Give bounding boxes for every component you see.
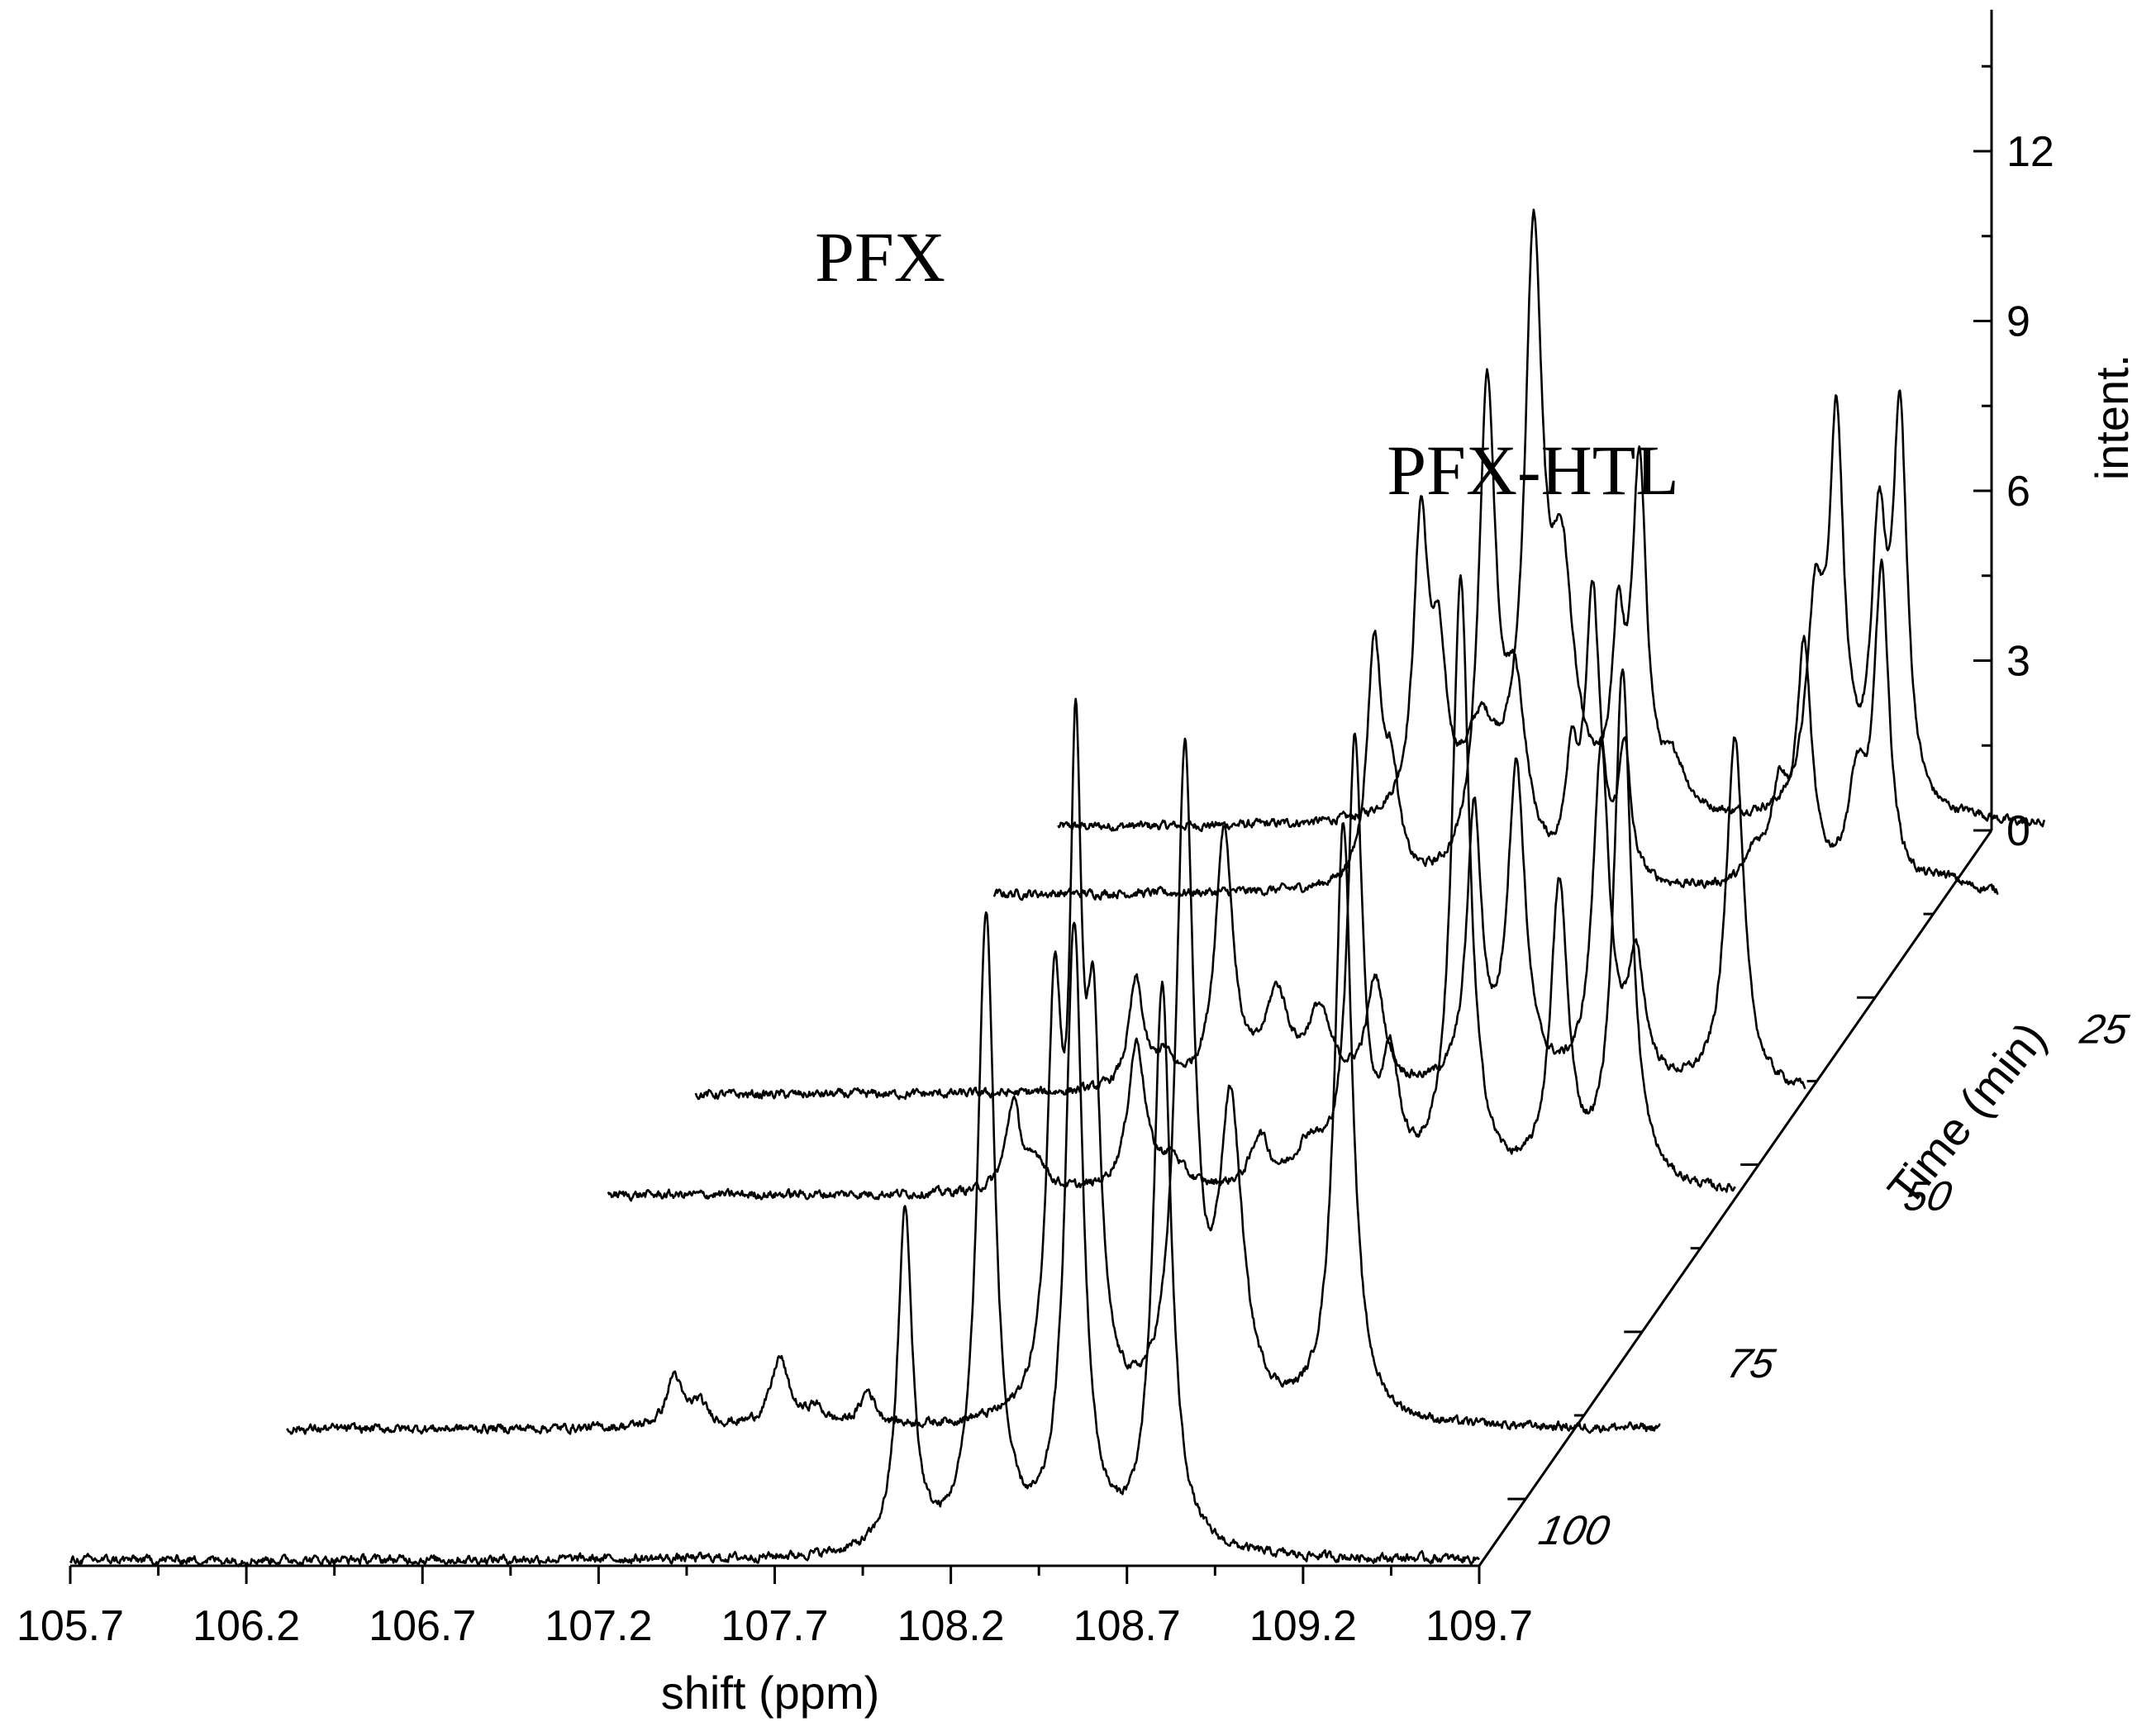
spectrum-line-t0	[1057, 208, 2046, 833]
z-tick-label: 75	[1723, 1339, 1779, 1386]
spectrum-line-t110	[69, 911, 1481, 1567]
x-tick-label: 105.7	[17, 1602, 124, 1650]
spectrum-line-t90	[285, 697, 1661, 1435]
x-tick-label: 106.7	[369, 1602, 476, 1650]
x-axis-title: shift (ppm)	[661, 1667, 880, 1719]
annotation-pfx-htl: PFX-HTL	[1387, 430, 1679, 510]
z-tick-label: 100	[1535, 1507, 1614, 1553]
spectrum-line-t40	[694, 736, 1806, 1101]
x-tick-label: 108.7	[1073, 1602, 1181, 1650]
spectrum-line-t10	[992, 368, 1999, 901]
z-axis-title: Time (min)	[1878, 1012, 2056, 1215]
spectra-layer	[69, 208, 2046, 1567]
y-tick-label: 6	[2006, 468, 2030, 516]
x-tick-label: 109.2	[1249, 1602, 1357, 1650]
y-tick-label: 12	[2006, 128, 2054, 176]
z-tick-label: 50	[1900, 1172, 1956, 1219]
z-axis-line	[1478, 830, 1993, 1567]
y-axis-title: intent.	[2086, 354, 2138, 481]
axes-layer: 105.7 106.2 106.7 107.2 107.7 108.2 108.7 109.2…	[17, 9, 2133, 1650]
x-tick-label: 106.2	[193, 1602, 300, 1650]
y-tick-label: 9	[2006, 298, 2030, 346]
x-tick-label: 109.7	[1425, 1602, 1533, 1650]
y-tick-label: 3	[2006, 638, 2030, 686]
y-tick-label: 0	[2006, 807, 2030, 855]
x-tick-label: 107.7	[721, 1602, 828, 1650]
x-tick-label: 107.2	[545, 1602, 652, 1650]
annotation-pfx: PFX	[815, 217, 945, 297]
x-tick-label: 108.2	[897, 1602, 1005, 1650]
z-tick-label: 25	[2076, 1006, 2133, 1052]
